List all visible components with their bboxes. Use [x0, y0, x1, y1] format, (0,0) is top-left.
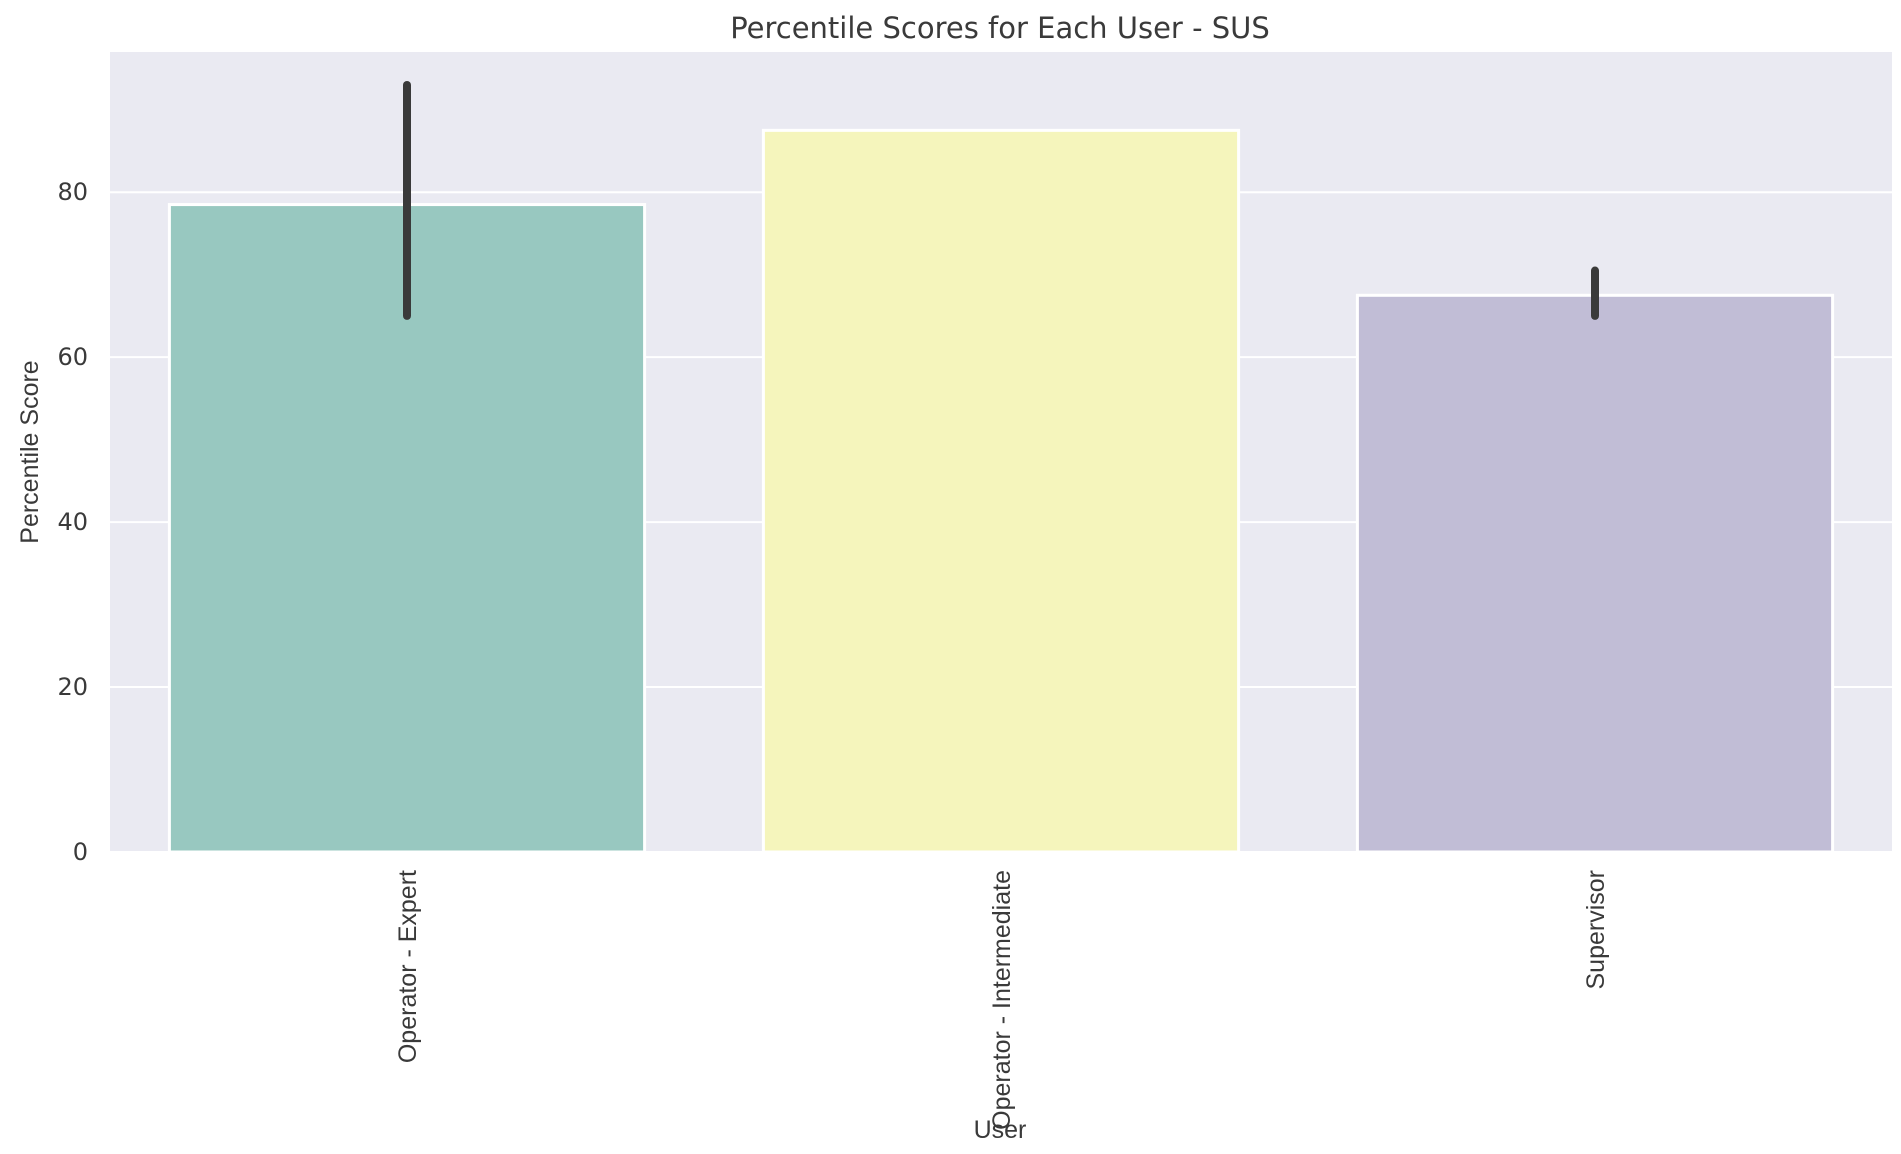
y-tick-label: 60 — [57, 343, 88, 371]
x-tick-label: Operator - Intermediate — [988, 870, 1016, 1130]
y-axis-label: Percentile Score — [16, 360, 44, 543]
bars — [167, 128, 1835, 854]
y-tick-label: 20 — [57, 673, 88, 701]
x-axis-ticks: Operator - Expert Operator - Intermediate… — [394, 870, 1610, 1130]
x-tick-label: Supervisor — [1582, 870, 1610, 990]
error-bars — [403, 80, 1599, 320]
y-axis-ticks: 0 20 40 60 80 — [57, 178, 88, 866]
bar-operator-intermediate — [761, 128, 1241, 854]
x-tick-label: Operator - Expert — [394, 870, 422, 1063]
chart-title: Percentile Scores for Each User - SUS — [730, 11, 1270, 45]
x-axis-label: User — [974, 1116, 1027, 1144]
y-tick-label: 80 — [57, 178, 88, 206]
y-tick-label: 0 — [73, 838, 88, 866]
bar-supervisor — [1355, 293, 1835, 854]
y-tick-label: 40 — [57, 508, 88, 536]
